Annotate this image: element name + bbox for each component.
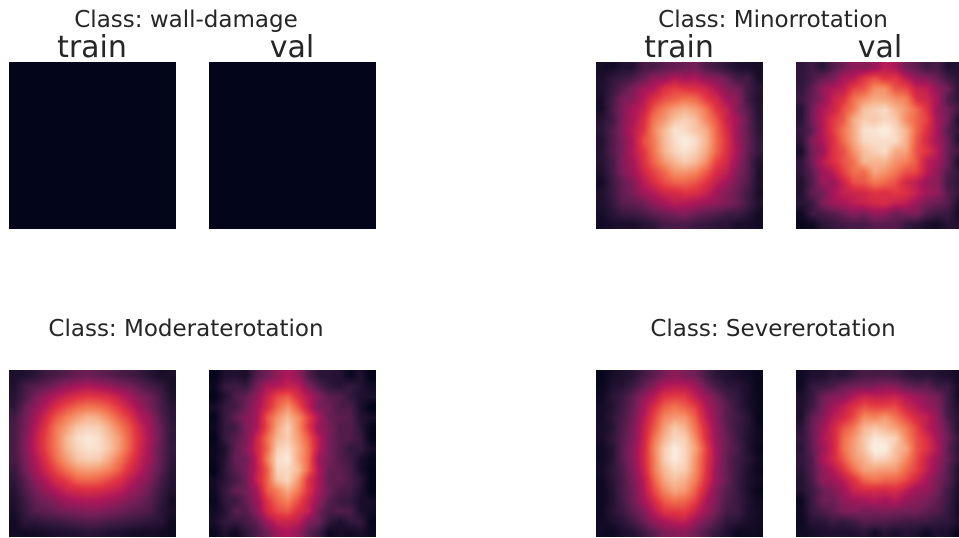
heatmap-minorrotation-train <box>596 62 763 229</box>
heatmap-severerotation-train <box>596 370 763 537</box>
chart-title-moderaterotation: Class: Moderaterotation <box>48 316 324 342</box>
split-label-wall-damage-val: val <box>269 30 315 65</box>
chart-title-severerotation: Class: Severerotation <box>650 316 896 342</box>
heatmap-minorrotation-val <box>796 62 959 229</box>
split-label-minorrotation-train: train <box>644 30 714 65</box>
heatmap-wall-damage-val <box>209 62 376 229</box>
heatmap-moderaterotation-train <box>9 370 176 537</box>
heatmap-wall-damage-train <box>9 62 176 229</box>
chart-title-minorrotation: Class: Minorrotation <box>658 7 888 33</box>
heatmap-moderaterotation-val <box>209 370 376 537</box>
split-label-wall-damage-train: train <box>57 30 127 65</box>
split-label-minorrotation-val: val <box>857 30 903 65</box>
heatmap-severerotation-val <box>796 370 959 537</box>
chart-title-wall-damage: Class: wall-damage <box>74 7 298 33</box>
